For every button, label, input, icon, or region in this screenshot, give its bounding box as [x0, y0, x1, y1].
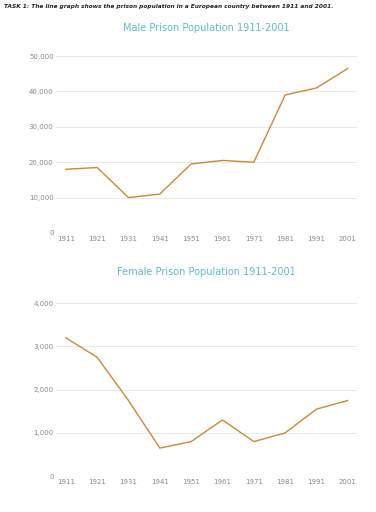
- Text: TASK 1: The line graph shows the prison population in a European country between: TASK 1: The line graph shows the prison …: [4, 4, 333, 9]
- Title: Male Prison Population 1911-2001: Male Prison Population 1911-2001: [123, 24, 290, 33]
- Title: Female Prison Population 1911-2001: Female Prison Population 1911-2001: [117, 267, 296, 276]
